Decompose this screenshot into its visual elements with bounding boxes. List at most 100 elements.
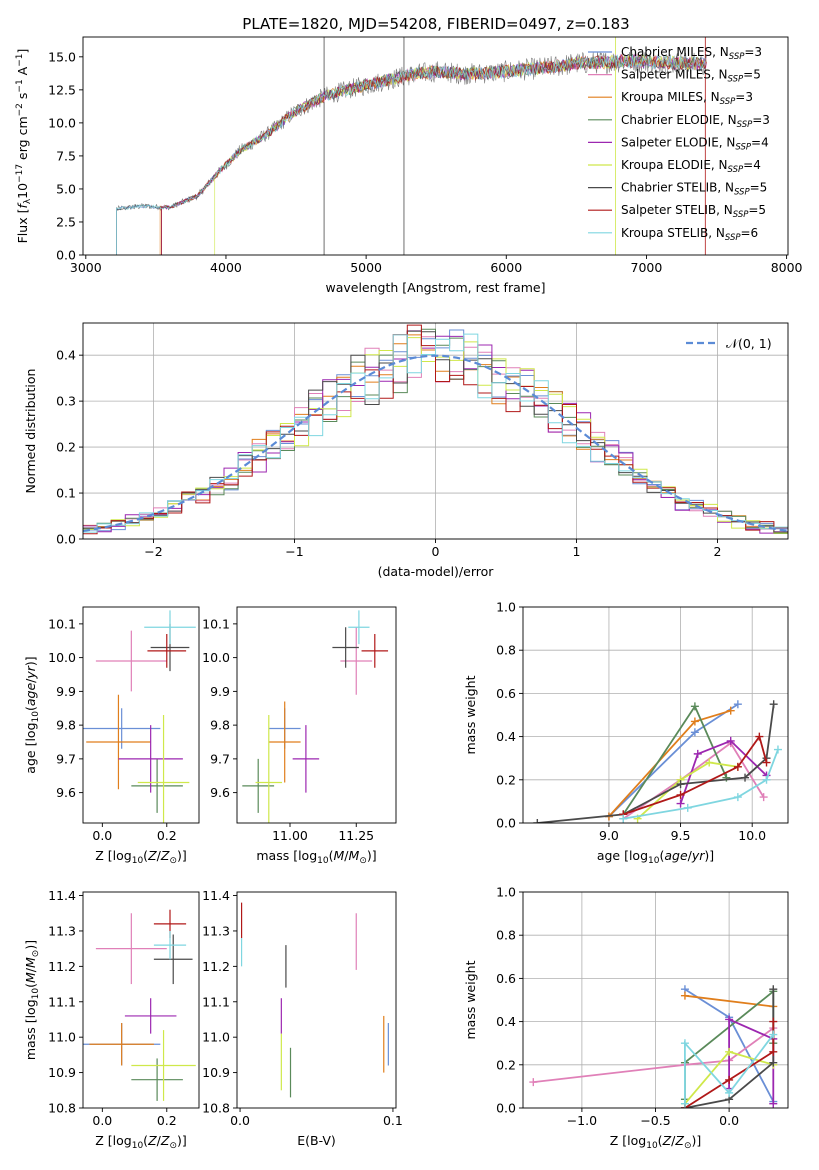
weight-marker bbox=[676, 799, 685, 808]
weight-marker bbox=[690, 728, 699, 737]
weight-marker bbox=[676, 790, 685, 799]
legend-label: Kroupa ELODIE, NSSP=4 bbox=[621, 158, 761, 175]
x-axis-label: Z [log10(Z/Z⊙)] bbox=[95, 848, 187, 866]
x-axis-label: E(B-V) bbox=[297, 1133, 336, 1148]
x-tick-label: 0.2 bbox=[157, 1113, 177, 1128]
x-tick-label: 4000 bbox=[210, 260, 242, 275]
y-tick-label: 9.8 bbox=[56, 718, 76, 733]
legend-label: Chabrier MILES, NSSP=3 bbox=[621, 45, 762, 62]
model-fit-line bbox=[116, 54, 706, 255]
y-tick-label: 9.6 bbox=[56, 785, 76, 800]
weight-marker bbox=[680, 1099, 689, 1108]
y-tick-label: 0.4 bbox=[56, 348, 76, 363]
weight-marker bbox=[769, 1058, 778, 1067]
y-tick-label: 10.8 bbox=[48, 1101, 76, 1116]
x-tick-label: 9.0 bbox=[599, 828, 619, 843]
y-tick-label: 11.3 bbox=[202, 923, 230, 938]
weight-line bbox=[684, 1034, 775, 1104]
x-tick-label: 0.0 bbox=[719, 1113, 739, 1128]
x-tick-label: 2 bbox=[714, 544, 722, 559]
panel-age_vs_mass: 11.00 11.25 9.6 9.7 9.8 9.9 10.0 10.1 mass [log1… bbox=[202, 606, 397, 866]
weight-marker bbox=[725, 1088, 734, 1097]
panel-spectrum: 3000 4000 5000 6000 7000 8000 0.0 2.5 5.0 7.5 10.0… bbox=[15, 36, 803, 295]
y-tick-label: 15.0 bbox=[48, 49, 76, 64]
y-axis-label: mass [log10(M/M⊙)] bbox=[23, 940, 41, 1060]
x-tick-label: 8000 bbox=[771, 260, 803, 275]
plot-area bbox=[83, 909, 196, 1101]
y-tick-label: 10.1 bbox=[202, 616, 230, 631]
weight-marker bbox=[726, 736, 735, 745]
x-tick-label: 0 bbox=[432, 544, 440, 559]
y-tick-label: 10.0 bbox=[48, 115, 76, 130]
weight-marker bbox=[773, 745, 782, 754]
legend-label: Kroupa STELIB, NSSP=6 bbox=[621, 226, 758, 243]
weight-marker bbox=[769, 1099, 778, 1108]
weight-line bbox=[636, 761, 739, 820]
panel-weight_vs_age: 9.0 9.5 10.0 0.0 0.2 0.4 0.6 0.8 1.0 age [log10(a… bbox=[463, 600, 789, 866]
y-tick-label: 1.0 bbox=[496, 600, 516, 615]
model-fit-line bbox=[116, 54, 707, 255]
weight-marker bbox=[759, 793, 768, 802]
weight-line bbox=[533, 1027, 774, 1083]
weight-marker bbox=[769, 1017, 778, 1026]
legend: 𝒩(0, 1) bbox=[686, 336, 772, 351]
x-tick-label: 6000 bbox=[490, 260, 522, 275]
panel-mass_vs_ebv: 0.0 0.1 10.8 10.9 11.0 11.1 11.2 11.3 11.4 E(B-V) bbox=[202, 888, 403, 1148]
y-tick-label: 11.0 bbox=[202, 1030, 230, 1045]
y-tick-label: 9.9 bbox=[56, 684, 76, 699]
y-axis-label: Normed distribution bbox=[23, 369, 38, 494]
y-tick-label: 0.0 bbox=[56, 248, 76, 263]
weight-marker bbox=[690, 702, 699, 711]
y-tick-label: 9.8 bbox=[210, 718, 230, 733]
y-tick-label: 12.5 bbox=[48, 82, 76, 97]
axes-frame bbox=[236, 891, 397, 1109]
y-tick-label: 0.6 bbox=[496, 686, 516, 701]
plot-layer: 3000 4000 5000 6000 7000 80000.02.55.07.510.0… bbox=[15, 36, 803, 1151]
weight-marker bbox=[733, 793, 742, 802]
x-axis-label: (data-model)/error bbox=[378, 564, 495, 579]
y-axis-label: age [log10(age/yr)] bbox=[23, 656, 41, 773]
legend-label: Kroupa MILES, NSSP=3 bbox=[621, 90, 753, 107]
weight-marker bbox=[733, 700, 742, 709]
weight-marker bbox=[769, 700, 778, 709]
axes-frame bbox=[82, 606, 200, 824]
weight-marker bbox=[690, 717, 699, 726]
panel-weight_vs_Z: −1.0 −0.5 0.0 0.0 0.2 0.4 0.6 0.8 1.0 Z [log10(Z/… bbox=[463, 885, 789, 1151]
y-axis-label: mass weight bbox=[463, 960, 478, 1039]
weight-marker bbox=[725, 1047, 734, 1056]
legend-label: Salpeter STELIB, NSSP=5 bbox=[621, 203, 766, 220]
weight-marker bbox=[725, 1075, 734, 1084]
y-tick-label: 10.0 bbox=[202, 650, 230, 665]
weight-marker bbox=[533, 819, 542, 823]
weight-marker bbox=[680, 991, 689, 1000]
y-tick-label: 0.1 bbox=[56, 486, 76, 501]
normal-curve bbox=[83, 354, 788, 532]
y-tick-label: 10.9 bbox=[48, 1065, 76, 1080]
y-tick-label: 0.8 bbox=[496, 928, 516, 943]
plot-area bbox=[83, 610, 196, 823]
weight-marker bbox=[762, 775, 771, 784]
x-tick-label: 10.0 bbox=[738, 828, 766, 843]
weight-line bbox=[684, 994, 774, 1008]
legend-label: Chabrier ELODIE, NSSP=3 bbox=[621, 113, 770, 130]
weight-marker bbox=[705, 758, 714, 767]
x-tick-label: 9.5 bbox=[671, 828, 691, 843]
x-axis-label: Z [log10(Z/Z⊙)] bbox=[610, 1133, 702, 1151]
y-tick-label: 10.9 bbox=[202, 1065, 230, 1080]
weight-line bbox=[537, 704, 775, 823]
x-tick-label: 1 bbox=[573, 544, 581, 559]
y-tick-label: 5.0 bbox=[56, 181, 76, 196]
x-axis-label: age [log10(age/yr)] bbox=[597, 848, 714, 866]
weight-line bbox=[679, 739, 768, 804]
x-tick-label: 0.0 bbox=[92, 1113, 112, 1128]
y-tick-label: 11.1 bbox=[202, 994, 230, 1009]
y-tick-label: 9.9 bbox=[210, 684, 230, 699]
y-tick-label: 0.0 bbox=[496, 816, 516, 831]
weight-marker bbox=[726, 706, 735, 715]
x-tick-label: 0.0 bbox=[230, 1113, 250, 1128]
y-tick-label: 9.6 bbox=[210, 785, 230, 800]
plot-area bbox=[533, 700, 782, 823]
y-tick-label: 10.0 bbox=[48, 650, 76, 665]
weight-marker bbox=[680, 1039, 689, 1048]
legend-label: Salpeter MILES, NSSP=5 bbox=[621, 68, 761, 85]
